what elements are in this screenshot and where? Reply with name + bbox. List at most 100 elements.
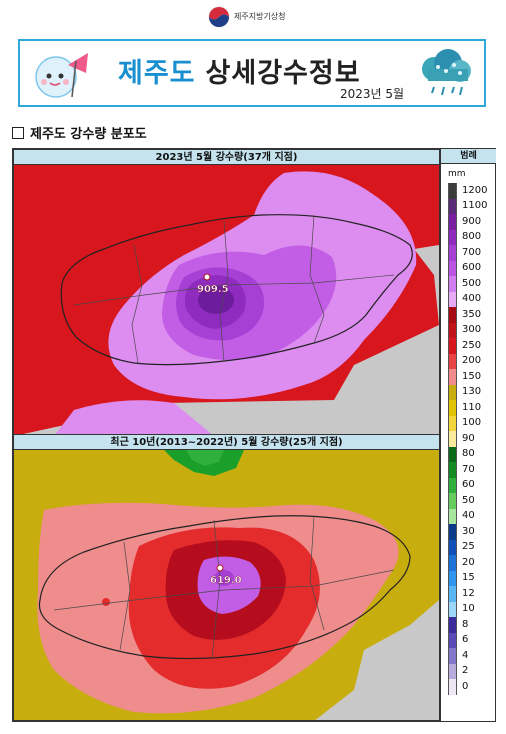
legend-swatch: [448, 229, 457, 245]
legend-swatch: [448, 245, 457, 261]
legend-swatch: [448, 555, 457, 571]
legend-swatch: [448, 679, 457, 695]
legend-swatch: [448, 648, 457, 664]
rain-cloud-icon: [422, 49, 471, 96]
legend-swatch: [448, 214, 457, 230]
map-current-band-darkest: [198, 286, 234, 314]
legend-label: 4: [462, 649, 469, 661]
legend-label: 8: [462, 618, 469, 630]
legend-label: 200: [462, 355, 482, 367]
agency-name: 제주지방기상청: [234, 12, 286, 21]
island-outline-normal: [38, 515, 411, 660]
map-current-band-red-left: [14, 255, 54, 285]
legend-swatch: [448, 415, 457, 431]
legend-swatch: [448, 338, 457, 354]
legend-label: 2: [462, 665, 469, 677]
map-normal-title: 최근 10년(2013~2022년) 5월 강수량(25개 지점): [14, 435, 439, 450]
legend-swatch: [448, 663, 457, 679]
legend-swatch: [448, 431, 457, 447]
banner-title-main: 상세강수정보: [205, 58, 361, 89]
max-value-label-normal: 619.0: [210, 575, 242, 586]
legend-swatch: [448, 586, 457, 602]
legend-label: 6: [462, 634, 469, 646]
legend-label: 600: [462, 262, 482, 274]
legend: 범례 mm 1200 1100 900 800 700 600 500 400 350 300 25…: [440, 149, 496, 721]
legend-label: 100: [462, 417, 482, 429]
map-normal-band-violet: [197, 556, 261, 614]
legend-label: 90: [462, 432, 475, 444]
map-ten-year-normal: 최근 10년(2013~2022년) 5월 강수량(25개 지점) 619.0: [13, 434, 440, 721]
legend-swatch: [448, 477, 457, 493]
mascot-icon: [35, 53, 88, 98]
legend-label: 25: [462, 541, 475, 553]
legend-label: 1200: [462, 184, 488, 196]
map-current-title: 2023년 5월 강수량(37개 지점): [14, 150, 439, 165]
legend-swatch: [448, 508, 457, 524]
map-current-month: 2023년 5월 강수량(37개 지점) 909.5: [13, 149, 440, 436]
map-current-svg: 909.5: [14, 165, 439, 435]
legend-label: 60: [462, 479, 475, 491]
title-banner: 제주도 상세강수정보 2023년 5월: [18, 39, 486, 107]
legend-label: 10: [462, 603, 475, 615]
legend-swatch: [448, 353, 457, 369]
agency-header: 제주지방기상청: [208, 6, 286, 28]
bullet-box-icon: [12, 126, 24, 139]
legend-label: 250: [462, 339, 482, 351]
legend-swatch: [448, 524, 457, 540]
legend-swatch: [448, 260, 457, 276]
legend-swatch: [448, 539, 457, 555]
banner-date: 2023년 5월: [340, 87, 405, 101]
legend-label: 1100: [462, 200, 488, 212]
map-normal-local-spot: [102, 598, 110, 606]
legend-label: 40: [462, 510, 475, 522]
legend-swatch: [448, 446, 457, 462]
legend-swatch: [448, 462, 457, 478]
map-normal-svg: 619.0: [14, 450, 439, 720]
legend-swatch: [448, 276, 457, 292]
legend-label: 350: [462, 308, 482, 320]
max-value-label-current: 909.5: [197, 284, 229, 295]
legend-swatch: [448, 493, 457, 509]
legend-label: 50: [462, 494, 475, 506]
district-lines-current: [73, 214, 395, 364]
legend-swatch: [448, 632, 457, 648]
legend-label: 110: [462, 401, 482, 413]
legend-swatch: [448, 384, 457, 400]
legend-swatch: [448, 198, 457, 214]
legend-title: 범례: [441, 149, 496, 164]
legend-label: 300: [462, 324, 482, 336]
legend-label: 30: [462, 525, 475, 537]
banner-title: 제주도 상세강수정보: [118, 51, 361, 90]
legend-swatch: [448, 570, 457, 586]
legend-label: 0: [462, 680, 469, 692]
legend-swatch: [448, 617, 457, 633]
legend-label: 500: [462, 277, 482, 289]
legend-swatch: [448, 322, 457, 338]
legend-label: 130: [462, 386, 482, 398]
legend-swatch: [448, 369, 457, 385]
legend-label: 700: [462, 246, 482, 258]
legend-label: 12: [462, 587, 475, 599]
legend-swatch: [448, 183, 457, 199]
legend-label: 70: [462, 463, 475, 475]
legend-label: 15: [462, 572, 475, 584]
legend-label: 20: [462, 556, 475, 568]
max-station-marker-current: [203, 273, 211, 281]
legend-label: 400: [462, 293, 482, 305]
island-outline-current: [60, 214, 413, 366]
government-emblem-icon: [208, 6, 230, 28]
legend-label: 80: [462, 448, 475, 460]
map-normal-band-light-green: [186, 450, 224, 466]
map-normal-band-violet-core: [214, 570, 234, 586]
section-title: 제주도 강수량 분포도: [30, 127, 147, 142]
max-station-marker-normal: [216, 564, 224, 572]
banner-title-region: 제주도: [118, 58, 196, 89]
legend-swatch: [448, 307, 457, 323]
district-lines-normal: [53, 515, 395, 659]
section-heading: 제주도 강수량 분포도: [12, 123, 147, 142]
legend-swatch: [448, 400, 457, 416]
legend-label: 150: [462, 370, 482, 382]
map-panel: [12, 148, 496, 722]
legend-swatch: [448, 601, 457, 617]
legend-label: 800: [462, 231, 482, 243]
